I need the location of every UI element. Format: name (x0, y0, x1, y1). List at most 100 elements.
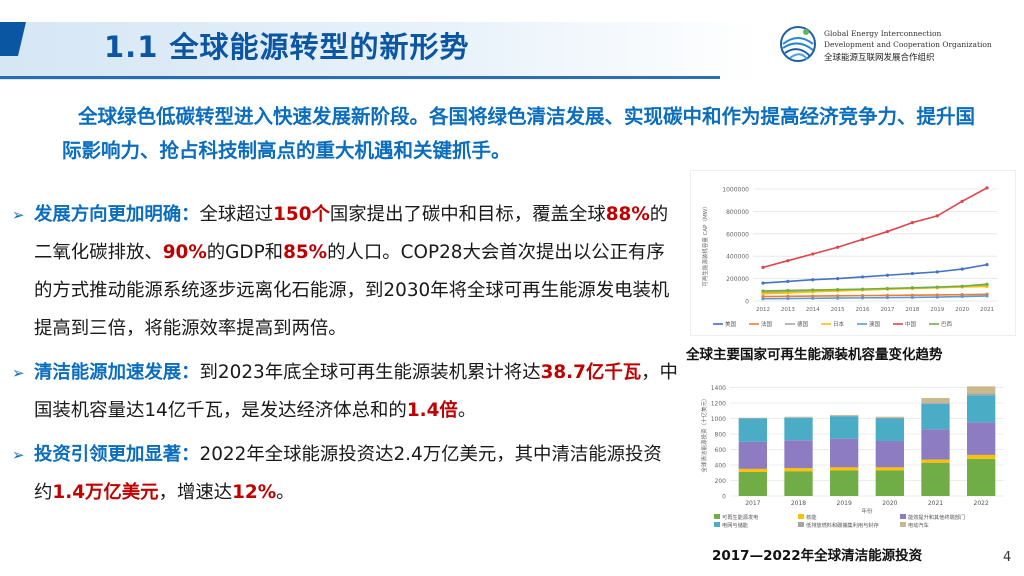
legend-label: 中国 (905, 320, 917, 328)
data-point (761, 297, 765, 301)
data-point (910, 221, 914, 225)
y-tick-label: 200 (715, 478, 727, 485)
stacked-bar-segment (967, 386, 996, 394)
stacked-bar-segment (875, 440, 904, 468)
legend-label: 日本 (833, 320, 845, 328)
stacked-bar-segment (921, 459, 950, 463)
stacked-bar-segment (921, 403, 950, 430)
x-tick-label: 2020 (882, 500, 897, 507)
x-tick-label: 2017 (880, 307, 894, 313)
bullet-text: 的二氧化碳排放、 (34, 204, 669, 263)
stacked-bar-segment (738, 418, 767, 442)
emphasis-value: 1.4倍 (406, 400, 458, 421)
series-line (762, 263, 988, 284)
stacked-bar-segment (921, 429, 950, 460)
data-point (836, 294, 840, 298)
data-point (935, 270, 939, 274)
data-point (786, 288, 790, 293)
data-point (836, 287, 840, 292)
stacked-bar-segment (784, 416, 813, 418)
y-tick-label: 200000 (726, 276, 749, 283)
legend-label: 电网与储能 (722, 521, 748, 529)
logo-chinese-name: 全球能源互联网发展合作组织 (824, 53, 935, 63)
data-point (885, 273, 890, 277)
data-point (860, 237, 865, 241)
data-point (935, 214, 939, 218)
stacked-bar-segment (784, 417, 813, 441)
data-point (910, 271, 914, 276)
bullet-body: 到2023年底全球可再生能源装机累计将达38.7亿千瓦，中国装机容量达14亿千瓦… (34, 362, 678, 421)
bullet-text: 全球超过 (199, 204, 274, 225)
legend-label: 电动汽车 (908, 521, 929, 529)
emphasis-value: 1.4万亿美元 (52, 482, 159, 503)
bullet-text: ，中国装机容量达14亿千瓦，是发达经济体总和的 (34, 362, 678, 421)
data-point (935, 295, 939, 299)
bullet-text: 。 (457, 400, 477, 421)
x-tick-label: 2016 (856, 307, 870, 313)
title-accent-bar (0, 22, 26, 56)
renewable-capacity-line-chart: 0 200000 400000 600000 800000 1000000 可再生能源装机容… (690, 170, 1016, 336)
stacked-bar-segment (784, 471, 813, 496)
x-tick-label: 2017 (745, 500, 760, 507)
stacked-bar-segment (921, 397, 950, 403)
x-tick-label: 2021 (980, 307, 994, 313)
legend-label: 可再生能源发电 (722, 513, 758, 521)
data-point (761, 281, 765, 285)
stacked-bar-segment (967, 395, 996, 423)
page-number: 4 (1003, 550, 1012, 565)
data-point (811, 278, 815, 282)
bullet-text: 国家提出了碳中和目标，覆盖全球 (329, 204, 606, 225)
data-point (960, 284, 964, 288)
globe-icon (780, 26, 816, 62)
series-line (762, 293, 988, 298)
stacked-bar-segment (738, 441, 767, 469)
bullet-text: 2022年全球能源投资达2.4万亿美元，其中清洁能源投资约 (34, 444, 662, 503)
data-point (960, 199, 964, 203)
stacked-bar-segment (921, 462, 950, 496)
legend-swatch (900, 522, 906, 527)
data-point (761, 292, 765, 296)
data-point (935, 285, 939, 289)
data-point (985, 294, 989, 298)
bar-chart-caption: 2017—2022年全球清洁能源投资 (712, 548, 923, 564)
legend-label: 核能 (806, 513, 816, 521)
series-line (762, 295, 988, 300)
bullet-item: ➢ 投资引领更加显著：2022年全球能源投资达2.4万亿美元，其中清洁能源投资约… (8, 436, 680, 512)
data-point (885, 293, 890, 297)
legend-label: 美国 (725, 320, 737, 328)
bullet-list: ➢ 发展方向更加明确：全球超过150个国家提出了碳中和目标，覆盖全球88%的二氧… (8, 196, 680, 518)
emphasis-value: 90% (162, 242, 207, 263)
y-axis-label: 全球清洁能源投资（十亿美元） (700, 395, 708, 472)
bullet-lead: 发展方向更加明确： (34, 204, 200, 225)
data-point (786, 291, 790, 295)
legend-label: 德国 (797, 320, 809, 328)
data-point (811, 288, 815, 292)
legend-swatch (798, 522, 804, 527)
stacked-bar-segment (875, 416, 904, 418)
emphasis-value: 12% (232, 482, 277, 503)
data-point (811, 252, 815, 256)
y-tick-label: 1000000 (722, 187, 749, 194)
stacked-bar-segment (830, 467, 859, 471)
y-axis-label: 可再生能源装机容量 CAP（MW） (701, 203, 709, 286)
data-point (960, 294, 964, 299)
x-tick-label: 2018 (905, 307, 919, 313)
data-point (985, 263, 989, 267)
x-axis-label: 年份 (861, 507, 873, 515)
data-point (761, 289, 765, 293)
y-tick-label: 1000 (711, 416, 726, 423)
x-tick-label: 2019 (930, 307, 944, 313)
legend-swatch (900, 514, 906, 519)
series-line (762, 187, 988, 269)
stacked-bar-segment (875, 418, 904, 441)
y-tick-label: 0 (745, 299, 749, 306)
x-tick-label: 2013 (781, 307, 795, 313)
stacked-bar-segment (830, 414, 859, 416)
data-point (910, 286, 914, 290)
y-tick-label: 0 (722, 494, 726, 501)
x-tick-label: 2019 (837, 500, 852, 507)
data-point (910, 295, 914, 300)
stacked-bar-segment (967, 393, 996, 396)
bullet-text: 到2023年底全球可再生能源装机累计将达 (199, 362, 541, 383)
